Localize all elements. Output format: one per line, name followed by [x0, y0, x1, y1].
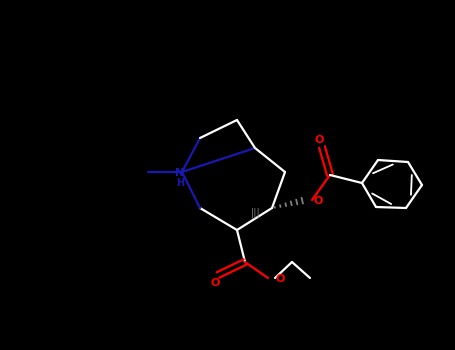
Text: H: H [176, 178, 184, 188]
Text: |||: ||| [250, 208, 260, 218]
Text: O: O [313, 196, 323, 206]
Text: O: O [210, 278, 220, 288]
Text: O: O [276, 274, 285, 284]
Text: N: N [175, 168, 185, 178]
Text: O: O [314, 135, 324, 145]
